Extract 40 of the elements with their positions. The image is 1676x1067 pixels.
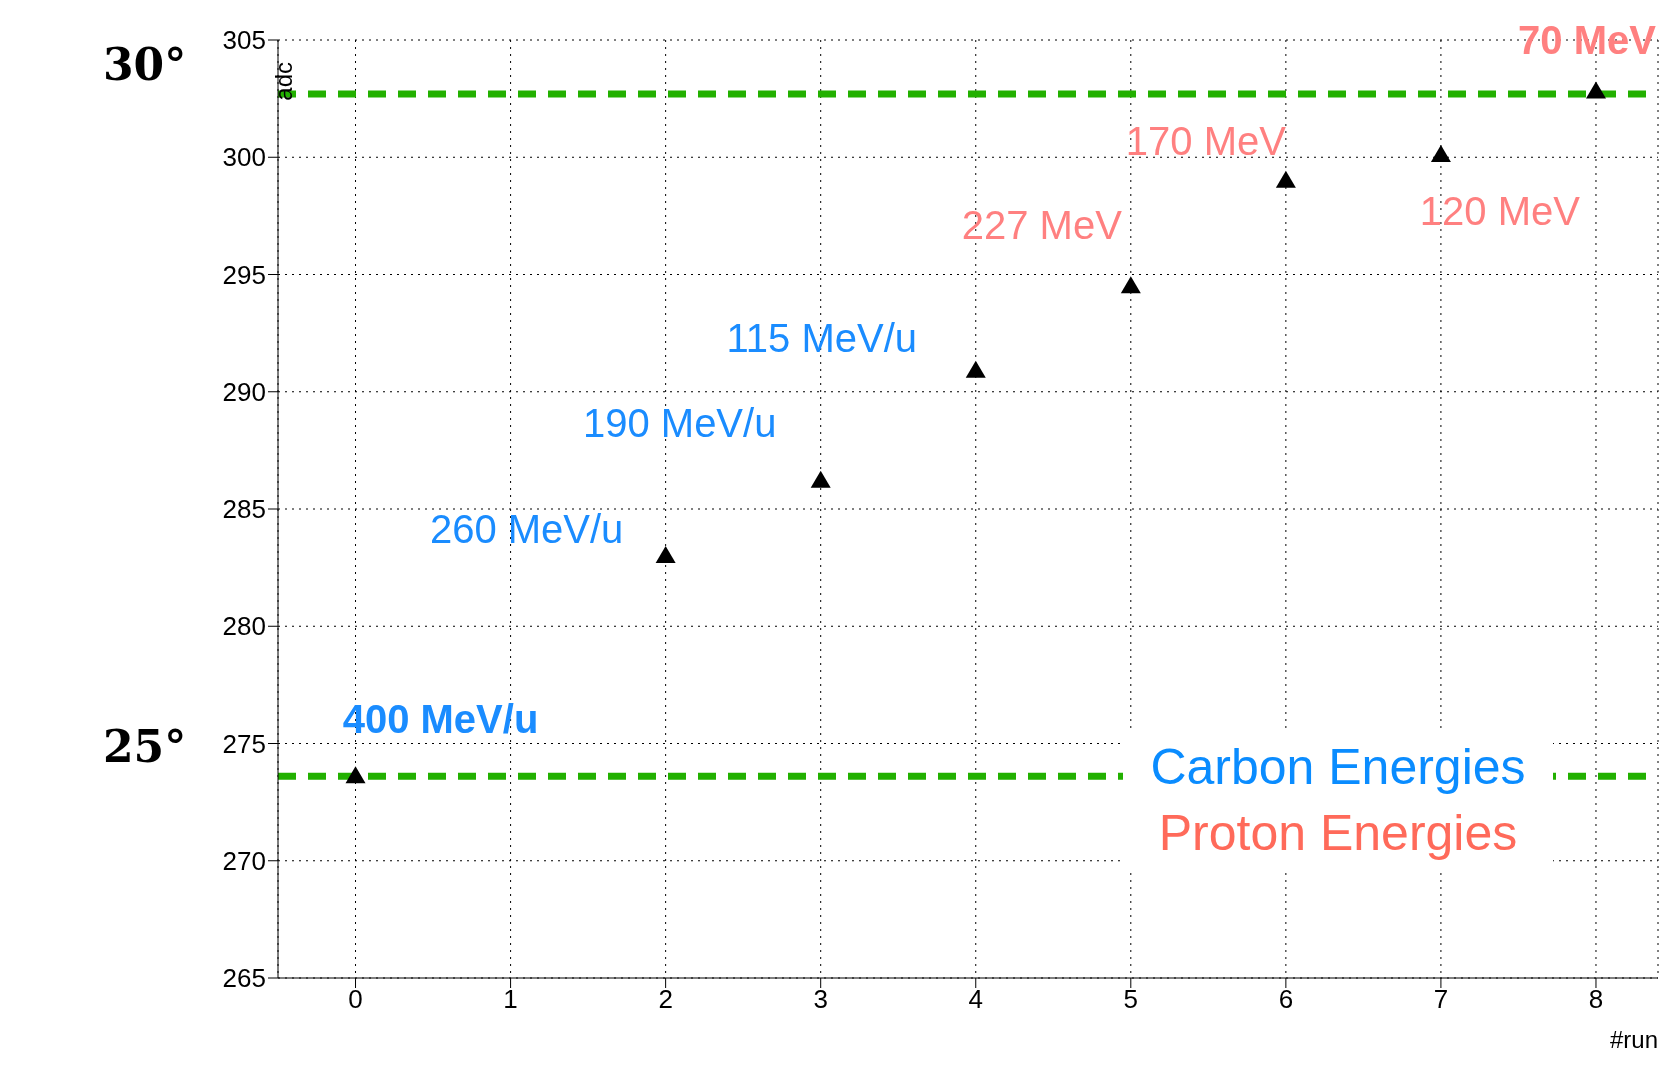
point	[655, 545, 676, 563]
y-tick-label: 270	[222, 845, 266, 876]
x-tick-label: 2	[658, 984, 673, 1015]
annotation: 227 MeV	[961, 203, 1123, 248]
y-axis-title: adc	[270, 62, 297, 101]
y-tick-label: 265	[222, 963, 266, 994]
text: 30°	[103, 38, 187, 90]
annotation: 115 MeV/u	[726, 315, 917, 360]
annotation: Carbon Energies	[1149, 738, 1527, 797]
x-tick-label: 6	[1278, 984, 1294, 1015]
y-tick-label: 280	[222, 611, 266, 642]
point	[965, 360, 986, 378]
x-axis-title: #run	[1609, 1026, 1658, 1053]
point	[1585, 81, 1606, 99]
annotation: 260 MeV/u	[429, 506, 624, 551]
y-tick-label: 295	[222, 259, 266, 290]
y-tick-label: 300	[222, 142, 266, 173]
point	[1120, 276, 1141, 294]
text: 25°	[103, 721, 187, 773]
y-tick-label: 275	[222, 728, 266, 759]
annotation: 170 MeV	[1125, 118, 1287, 163]
point	[810, 470, 831, 488]
annotation: 120 MeV	[1419, 188, 1581, 233]
x-tick-label: 7	[1433, 984, 1449, 1015]
x-tick-label: 0	[348, 984, 363, 1015]
x-tick-label: 8	[1588, 984, 1604, 1015]
point	[1275, 170, 1296, 188]
annotation: 70 MeV	[1518, 17, 1657, 62]
x-tick-label: 4	[968, 984, 983, 1015]
point	[345, 766, 366, 784]
annotation: Proton Energies	[1157, 804, 1519, 863]
y-tick-label: 305	[222, 25, 266, 56]
y-tick-label: 285	[222, 494, 266, 525]
x-tick-label: 3	[813, 984, 828, 1015]
annotation: 190 MeV/u	[582, 400, 777, 445]
x-tick-label: 5	[1123, 984, 1139, 1015]
y-tick-label: 290	[222, 376, 266, 407]
annotation: 400 MeV/u	[342, 697, 539, 742]
point	[1430, 144, 1451, 162]
x-tick-label: 1	[503, 984, 518, 1015]
